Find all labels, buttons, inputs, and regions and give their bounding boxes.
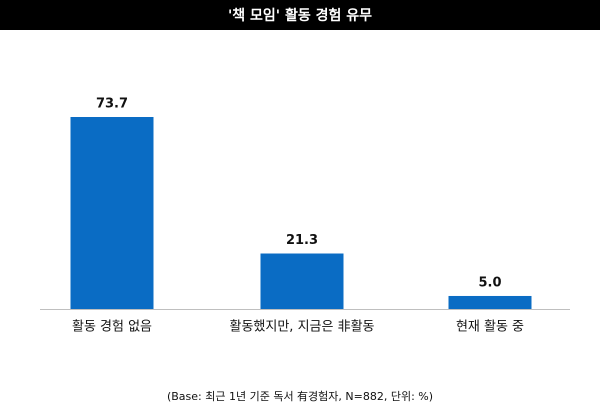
- footnote: (Base: 최근 1년 기준 독서 有경험자, N=882, 단위: %): [167, 389, 433, 403]
- data-label: 73.7: [96, 97, 128, 112]
- x-tick-label: 활동 경험 없음: [72, 320, 152, 335]
- bar: [260, 253, 344, 309]
- bar: [70, 117, 154, 309]
- x-tick-label: 현재 활동 중: [456, 320, 524, 335]
- data-label: 5.0: [478, 275, 501, 290]
- data-label: 21.3: [286, 233, 318, 248]
- x-tick-label: 활동했지만, 지금은 非활동: [230, 319, 375, 335]
- chart-title: '책 모임' 활동 경험 유무: [228, 7, 372, 24]
- bar: [448, 295, 532, 309]
- title-bar: [0, 0, 600, 30]
